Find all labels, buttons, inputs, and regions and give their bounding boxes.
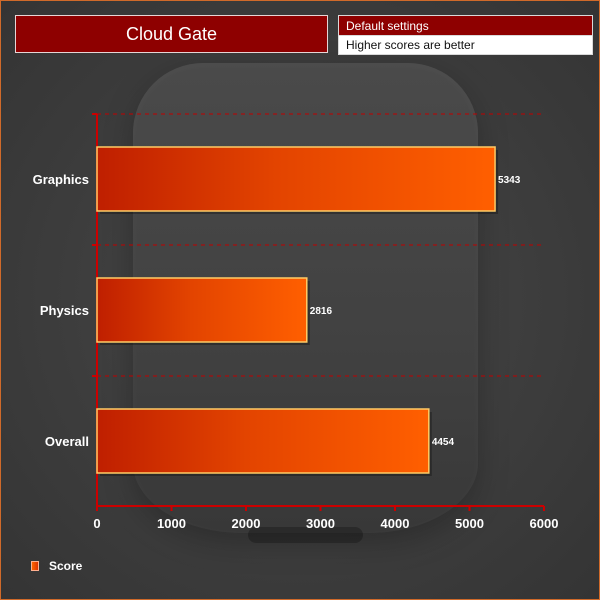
x-tick-label-0: 0 [93,516,100,531]
category-label-physics: Physics [40,303,89,318]
higher-scores-text: Higher scores are better [346,38,475,52]
x-tick-label-4: 4000 [381,516,410,531]
x-tick-label-6: 6000 [530,516,559,531]
x-tick-label-5: 5000 [455,516,484,531]
legend-score-swatch [31,561,39,571]
bar-physics [96,277,308,343]
bar-graphics [96,146,496,212]
value-label-graphics: 5343 [498,175,521,186]
category-label-graphics: Graphics [33,172,89,187]
x-tick-label-1: 1000 [157,516,186,531]
higher-scores-label: Higher scores are better [338,35,593,55]
value-label-overall: 4454 [432,437,455,448]
legend: Score [31,559,82,573]
default-settings-label: Default settings [338,15,593,35]
chart-info-box: Default settings Higher scores are bette… [338,15,593,55]
x-tick-label-3: 3000 [306,516,335,531]
chart-title: Cloud Gate [125,23,218,44]
legend-score-label: Score [49,559,83,573]
default-settings-text: Default settings [346,18,429,33]
chart-title-box: Cloud Gate [15,15,328,53]
category-label-overall: Overall [45,434,89,449]
x-tick-label-2: 2000 [232,516,261,531]
value-label-physics: 2816 [310,306,333,317]
bar-overall [96,408,430,474]
